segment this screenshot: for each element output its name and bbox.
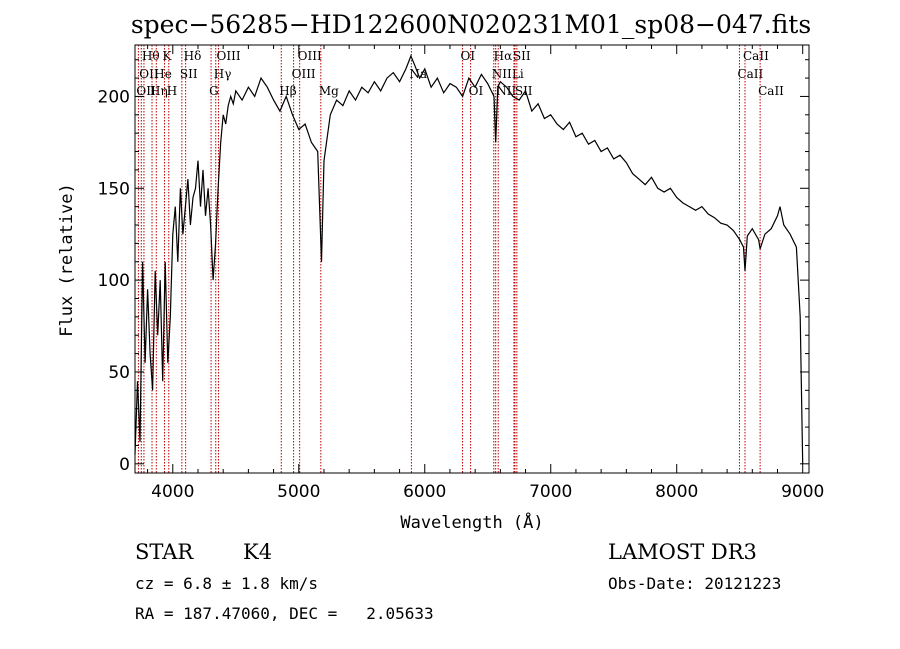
spectral-line-label: Hθ bbox=[142, 49, 160, 63]
spectral-line-label: Hη bbox=[150, 84, 168, 98]
spectral-line-label: SII bbox=[513, 49, 531, 63]
spectral-line-label: OIII bbox=[292, 67, 316, 81]
x-tick-label: 4000 bbox=[151, 482, 194, 502]
spectral-line-label: OIII bbox=[217, 49, 241, 63]
x-tick-label: 6000 bbox=[403, 482, 446, 502]
spectral-line-markers: OIIOIIHθHηHeKHSIIHδGHγOIIIHβOIIIOIIIMgNa… bbox=[136, 45, 784, 473]
plot-frame bbox=[134, 44, 810, 474]
spectral-line-label: CaII bbox=[758, 84, 784, 98]
spectral-line-label: Hγ bbox=[214, 67, 232, 81]
spectral-line-label: Li bbox=[512, 67, 524, 81]
spectral-line-label: SII bbox=[180, 67, 198, 81]
spectral-line-label: OI bbox=[461, 49, 476, 63]
spectrum-series bbox=[134, 54, 804, 464]
spectral-line-label: Hδ bbox=[184, 49, 202, 63]
spectral-line-label: CaII bbox=[737, 67, 763, 81]
chart-title: spec−56285−HD122600N020231M01_sp08−047.f… bbox=[131, 10, 811, 39]
x-axis-label: Wavelength (Å) bbox=[400, 511, 543, 533]
spectral-line-label: K bbox=[162, 49, 172, 63]
observation-date: Obs-Date: 20121223 bbox=[608, 574, 782, 593]
spectral-line-label: OI bbox=[469, 84, 484, 98]
spectral-line-label: CaII bbox=[743, 49, 769, 63]
y-tick-label: 150 bbox=[98, 179, 130, 199]
y-tick-label: 50 bbox=[108, 363, 130, 383]
y-tick-label: 100 bbox=[98, 271, 130, 291]
coordinates: RA = 187.47060, DEC = 2.05633 bbox=[135, 604, 434, 623]
x-tick-label: 5000 bbox=[277, 482, 320, 502]
spectral-line-label: Mg bbox=[319, 84, 339, 98]
spectral-line-label: He bbox=[154, 67, 172, 81]
redshift-velocity: cz = 6.8 ± 1.8 km/s bbox=[135, 574, 319, 593]
spectral-line-label: G bbox=[209, 84, 219, 98]
survey-name: LAMOST DR3 bbox=[608, 540, 757, 564]
y-tick-label: 200 bbox=[98, 87, 130, 107]
y-tick-label: 0 bbox=[119, 455, 130, 475]
y-axis-label: Flux (relative) bbox=[57, 183, 77, 337]
spectral-line-label: NII bbox=[496, 84, 516, 98]
x-axis: 4000 5000 6000 7000 8000 9000 bbox=[147, 45, 824, 502]
x-tick-label: 9000 bbox=[781, 482, 824, 502]
spectral-line-label: H bbox=[167, 84, 177, 98]
subclass: K4 bbox=[243, 540, 273, 564]
y-axis: 0 50 100 150 200 bbox=[98, 59, 809, 475]
object-class: STAR bbox=[135, 540, 194, 564]
spectral-line-label: NII bbox=[492, 67, 512, 81]
x-tick-label: 7000 bbox=[529, 482, 572, 502]
spectral-line-label: Hα bbox=[494, 49, 513, 63]
spectral-line-label: OIII bbox=[298, 49, 322, 63]
x-tick-label: 8000 bbox=[655, 482, 698, 502]
spectral-line-label: SII bbox=[515, 84, 533, 98]
spectral-line-label: Hβ bbox=[279, 84, 296, 98]
